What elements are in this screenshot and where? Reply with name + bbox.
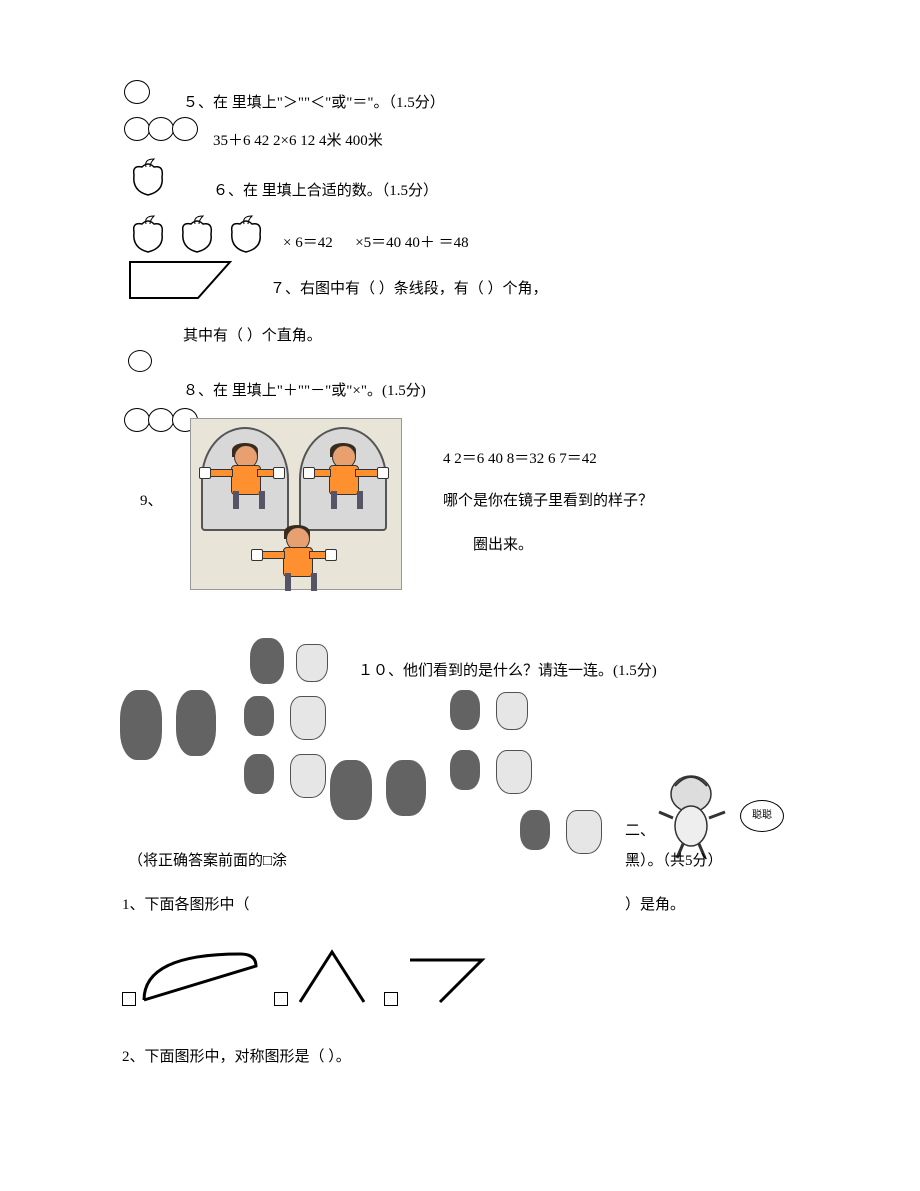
apple-icon bbox=[173, 212, 223, 256]
mirror-illustration bbox=[190, 418, 402, 590]
s2q1-pre: 1、下面各图形中（ bbox=[122, 894, 250, 917]
s2q1-post: ）是角。 bbox=[625, 894, 685, 917]
trapezoid-icon bbox=[128, 260, 238, 307]
deco-circle bbox=[124, 80, 150, 104]
q6-prompt: ６、在 里填上合适的数。（1.5分） bbox=[213, 180, 438, 203]
deco-circle bbox=[148, 408, 174, 432]
q9-line2: 圈出来。 bbox=[473, 534, 533, 557]
deco-circle bbox=[172, 117, 198, 141]
q7-line1: ７、右图中有（ ）条线段，有（ ）个角， bbox=[270, 278, 548, 301]
q5-prompt: ５、在 里填上"＞""＜"或"＝"。（1.5分） bbox=[183, 92, 445, 115]
apple-icon bbox=[124, 212, 174, 256]
q9-number: 9、 bbox=[140, 490, 163, 513]
option-checkbox[interactable] bbox=[274, 992, 288, 1006]
mascot-speech: 聪聪 bbox=[740, 800, 784, 832]
apple-icon bbox=[124, 155, 174, 199]
section2-header-pre: 二、 bbox=[625, 820, 655, 843]
s2q2-text: 2、下面图形中，对称图形是（ ）。 bbox=[122, 1046, 351, 1069]
q6-expressions: × 6＝42 ×5＝40 40＋ ＝48 bbox=[283, 232, 469, 255]
worksheet-page: ５、在 里填上"＞""＜"或"＝"。（1.5分） 35＋6 42 2×6 12 … bbox=[0, 0, 920, 1191]
q5-expressions: 35＋6 42 2×6 12 4米 400米 bbox=[213, 130, 383, 153]
shape-bent bbox=[404, 946, 494, 1006]
q8-expressions: 4 2＝6 40 8＝32 6 7＝42 bbox=[443, 448, 597, 471]
deco-circle bbox=[128, 350, 152, 372]
shape-angle bbox=[292, 946, 372, 1006]
option-checkbox[interactable] bbox=[122, 992, 136, 1006]
section2-line1a: （将正确答案前面的□涂 bbox=[128, 850, 287, 873]
deco-circle bbox=[124, 408, 150, 432]
deco-circle bbox=[148, 117, 174, 141]
section2-line1b: 黑）。（共5分） bbox=[625, 850, 723, 873]
shape-curve bbox=[140, 946, 260, 1006]
option-checkbox[interactable] bbox=[384, 992, 398, 1006]
q10-prompt: １０、他们看到的是什么？请连一连。(1.5分) bbox=[358, 660, 657, 683]
q8-prompt: ８、在 里填上"＋""－"或"×"。(1.5分) bbox=[183, 380, 426, 403]
deco-circle bbox=[124, 117, 150, 141]
q7-line2: 其中有（ ）个直角。 bbox=[183, 325, 322, 348]
q9-line1: 哪个是你在镜子里看到的样子？ bbox=[443, 490, 653, 513]
mascot-icon bbox=[655, 772, 735, 862]
apple-icon bbox=[222, 212, 272, 256]
